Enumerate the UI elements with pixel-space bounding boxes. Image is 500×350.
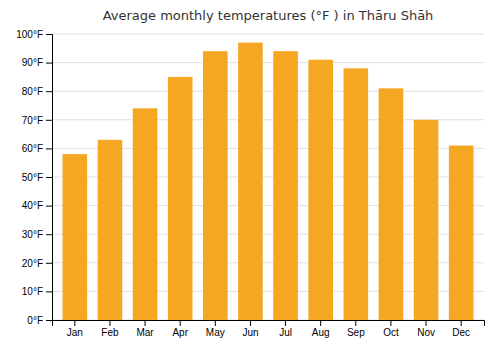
x-tick: Mar <box>136 320 154 338</box>
grid <box>52 34 484 320</box>
x-tick-label: Mar <box>136 327 154 338</box>
y-tick: 60°F <box>22 143 52 154</box>
y-tick-label: 100°F <box>16 29 43 40</box>
bar <box>344 68 369 320</box>
x-tick-mark <box>320 320 321 326</box>
bar <box>133 108 158 320</box>
x-tick-label: May <box>206 327 225 338</box>
bar <box>203 51 228 320</box>
bar <box>449 146 474 320</box>
x-tick-mark <box>285 320 286 326</box>
x-tick: Jan <box>67 320 83 338</box>
title: Average monthly temperatures (°F ) in Th… <box>103 8 434 23</box>
bar <box>414 120 439 320</box>
x-tick-mark <box>426 320 427 326</box>
y-tick: 10°F <box>22 286 52 297</box>
x-tick-mark <box>215 320 216 326</box>
y-tick: 30°F <box>22 229 52 240</box>
bar <box>273 51 298 320</box>
y-tick-label: 50°F <box>22 172 43 183</box>
x-tick: Oct <box>383 320 399 338</box>
y-tick-label: 60°F <box>22 143 43 154</box>
x-tick: Sep <box>347 320 365 338</box>
bar <box>238 43 263 320</box>
x-tick-label: Nov <box>417 327 435 338</box>
bar <box>168 77 193 320</box>
grid-line <box>52 91 484 92</box>
x-tick: Feb <box>101 320 119 338</box>
x-tick-label: Jan <box>67 327 83 338</box>
y-tick-mark <box>46 34 52 35</box>
grid-line <box>52 62 484 63</box>
x-tick-label: Sep <box>347 327 365 338</box>
y-tick-label: 90°F <box>22 57 43 68</box>
y-tick-mark <box>46 263 52 264</box>
y-tick: 50°F <box>22 172 52 183</box>
x-tick-mark <box>355 320 356 326</box>
y-tick: 70°F <box>22 115 52 126</box>
x-tick-label: Feb <box>101 327 119 338</box>
bar <box>308 60 333 320</box>
y-tick: 20°F <box>22 258 52 269</box>
y-tick-mark <box>46 120 52 121</box>
y-tick-label: 0°F <box>27 315 43 326</box>
y-tick-mark <box>46 177 52 178</box>
x-tick-mark <box>109 320 110 326</box>
x-tick-label: Jun <box>242 327 258 338</box>
y-tick-mark <box>46 320 52 321</box>
x-tick: Apr <box>172 320 188 338</box>
y-axis: 0°F 10°F 20°F 30°F 40°F 50°F 60°F 70°F 80°F 90°F 1… <box>16 29 52 326</box>
x-tick-mark <box>250 320 251 326</box>
y-tick-label: 80°F <box>22 86 43 97</box>
x-tick: May <box>206 320 225 338</box>
y-tick-label: 30°F <box>22 229 43 240</box>
y-tick-label: 40°F <box>22 200 43 211</box>
x-axis: Jan Feb Mar Apr May Jun Jul Aug Sep Oct Nov Dec <box>53 320 485 338</box>
bar <box>98 140 123 320</box>
y-tick-mark <box>46 148 52 149</box>
x-tick-mark <box>180 320 181 326</box>
x-tick-mark <box>74 320 75 326</box>
x-tick-mark <box>145 320 146 326</box>
x-tick: Nov <box>417 320 435 338</box>
chart-svg: 0°F 10°F 20°F 30°F 40°F 50°F 60°F 70°F 80°F 90°F 1… <box>0 0 500 350</box>
y-tick: 40°F <box>22 200 52 211</box>
x-tick-label: Oct <box>383 327 399 338</box>
bar <box>379 88 404 320</box>
y-tick: 0°F <box>27 315 52 326</box>
x-tick-label: Apr <box>172 327 188 338</box>
bar <box>63 154 88 320</box>
y-tick-label: 70°F <box>22 115 43 126</box>
bars <box>63 43 474 320</box>
x-tick-mark <box>461 320 462 326</box>
y-tick-mark <box>46 91 52 92</box>
x-tick: Aug <box>312 320 330 338</box>
y-tick: 90°F <box>22 57 52 68</box>
y-tick-mark <box>46 63 52 64</box>
chart-container: 0°F 10°F 20°F 30°F 40°F 50°F 60°F 70°F 80°F 90°F 1… <box>0 0 500 350</box>
y-tick-label: 10°F <box>22 286 43 297</box>
x-axis-line <box>53 321 485 327</box>
x-tick-label: Aug <box>312 327 330 338</box>
y-tick: 80°F <box>22 86 52 97</box>
y-tick: 100°F <box>16 29 52 40</box>
y-tick-mark <box>46 291 52 292</box>
grid-line <box>52 34 484 35</box>
y-tick-label: 20°F <box>22 258 43 269</box>
y-axis-line <box>46 35 53 321</box>
x-tick-mark <box>390 320 391 326</box>
y-tick-mark <box>46 234 52 235</box>
x-tick: Jul <box>279 320 292 338</box>
x-tick-label: Jul <box>279 327 292 338</box>
x-tick-label: Dec <box>452 327 470 338</box>
y-tick-mark <box>46 206 52 207</box>
x-tick: Dec <box>452 320 470 338</box>
x-tick: Jun <box>242 320 258 338</box>
